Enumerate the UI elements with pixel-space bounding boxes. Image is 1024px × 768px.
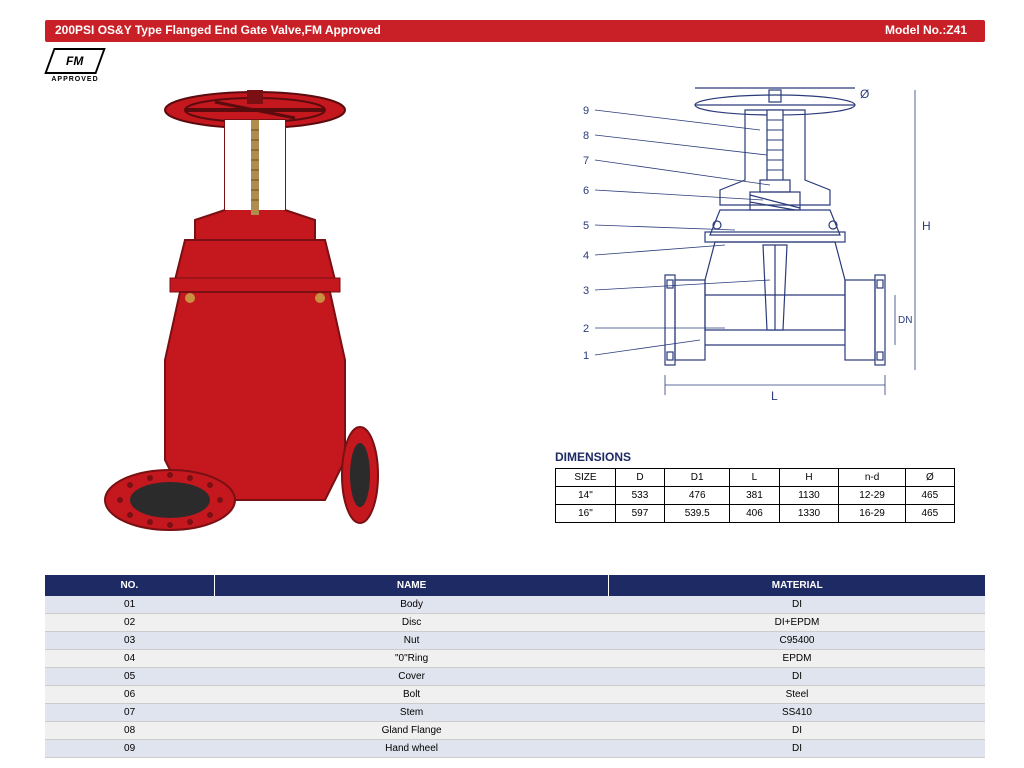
svg-text:2: 2 [583,323,589,335]
dim-row: 16"597539.5406133016-29465 [556,505,955,523]
dim-cell: 1130 [779,487,839,505]
svg-text:1: 1 [583,350,589,362]
parts-cell: Hand wheel [214,740,609,758]
dim-cell: 16" [556,505,616,523]
parts-col-header: NAME [214,575,609,596]
svg-text:5: 5 [583,220,589,232]
parts-row: 09Hand wheelDI [45,740,985,758]
parts-cell: Bolt [214,686,609,704]
svg-text:3: 3 [583,285,589,297]
parts-table-section: NO.NAMEMATERIAL 01BodyDI02DiscDI+EPDM03N… [45,575,985,758]
parts-cell: 03 [45,632,214,650]
parts-cell: C95400 [609,632,985,650]
parts-cell: 02 [45,614,214,632]
parts-cell: 07 [45,704,214,722]
dim-cell: 381 [730,487,779,505]
header-bar: 200PSI OS&Y Type Flanged End Gate Valve,… [45,20,985,42]
parts-row: 04"0"RingEPDM [45,650,985,668]
parts-row: 02DiscDI+EPDM [45,614,985,632]
svg-text:7: 7 [583,155,589,167]
parts-cell: DI [609,740,985,758]
parts-cell: Nut [214,632,609,650]
parts-row: 08Gland FlangeDI [45,722,985,740]
parts-cell: Body [214,596,609,614]
parts-col-header: MATERIAL [609,575,985,596]
parts-cell: DI [609,668,985,686]
parts-cell: DI [609,596,985,614]
dim-cell: 406 [730,505,779,523]
svg-text:4: 4 [583,250,589,262]
parts-row: 03NutC95400 [45,632,985,650]
dim-cell: 14" [556,487,616,505]
dim-cell: 539.5 [665,505,730,523]
dim-cell: 476 [665,487,730,505]
parts-header-row: NO.NAMEMATERIAL [45,575,985,596]
dimensions-title: DIMENSIONS [555,450,955,464]
svg-text:L: L [771,389,778,403]
dim-col-header: SIZE [556,469,616,487]
dim-row: 14"533476381113012-29465 [556,487,955,505]
dim-col-header: H [779,469,839,487]
parts-cell: 09 [45,740,214,758]
svg-text:H: H [922,219,931,233]
parts-cell: Steel [609,686,985,704]
dim-cell: 597 [615,505,664,523]
parts-row: 06BoltSteel [45,686,985,704]
dimensions-table: SIZEDD1LHn-dØ 14"533476381113012-2946516… [555,468,955,523]
parts-cell: 05 [45,668,214,686]
svg-text:DN: DN [898,315,912,326]
dim-col-header: L [730,469,779,487]
parts-cell: Cover [214,668,609,686]
dim-col-header: n-d [839,469,905,487]
svg-text:8: 8 [583,130,589,142]
dim-cell: 533 [615,487,664,505]
parts-cell: 08 [45,722,214,740]
dim-cell: 1330 [779,505,839,523]
technical-diagram: Ø [545,80,965,430]
parts-row: 01BodyDI [45,596,985,614]
parts-row: 07StemSS410 [45,704,985,722]
parts-table: NO.NAMEMATERIAL 01BodyDI02DiscDI+EPDM03N… [45,575,985,758]
parts-cell: Stem [214,704,609,722]
parts-cell: EPDM [609,650,985,668]
header-title: 200PSI OS&Y Type Flanged End Gate Valve,… [45,20,867,42]
diagram-callouts: 9 8 7 6 5 4 3 2 1 [583,105,589,362]
fm-logo-text: FM [66,54,83,68]
parts-col-header: NO. [45,575,214,596]
dim-cell: 12-29 [839,487,905,505]
svg-text:9: 9 [583,105,589,117]
parts-cell: 01 [45,596,214,614]
parts-cell: 04 [45,650,214,668]
parts-cell: SS410 [609,704,985,722]
dim-cell: 465 [905,487,954,505]
parts-cell: Disc [214,614,609,632]
dimensions-section: DIMENSIONS SIZEDD1LHn-dØ 14"533476381113… [555,450,955,523]
parts-cell: "0"Ring [214,650,609,668]
dim-header-row: SIZEDD1LHn-dØ [556,469,955,487]
parts-cell: DI [609,722,985,740]
svg-text:Ø: Ø [860,87,869,101]
svg-text:6: 6 [583,185,589,197]
parts-row: 05CoverDI [45,668,985,686]
parts-cell: Gland Flange [214,722,609,740]
parts-cell: 06 [45,686,214,704]
dim-col-header: D1 [665,469,730,487]
dim-col-header: Ø [905,469,954,487]
product-photo [75,80,455,550]
dim-cell: 16-29 [839,505,905,523]
parts-cell: DI+EPDM [609,614,985,632]
dim-col-header: D [615,469,664,487]
dim-cell: 465 [905,505,954,523]
model-number: Model No.:Z41 [867,20,985,42]
